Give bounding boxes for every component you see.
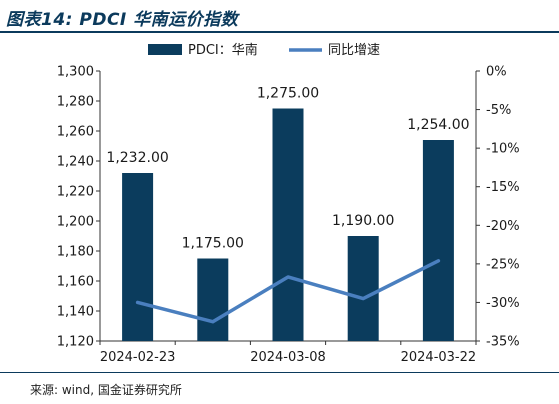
left-axis-tick-label: 1,140 [57,305,94,320]
bar-data-label: 1,190.00 [332,213,394,229]
source-note: 来源: wind, 国金证券研究所 [30,383,182,397]
bar-data-label: 1,175.00 [182,236,244,252]
right-axis-tick-label: -10% [486,142,520,157]
bar-data-label: 1,275.00 [257,86,319,102]
bar [422,140,454,341]
bar [272,108,304,341]
right-axis-tick-label: 0% [486,65,507,80]
right-axis-tick-label: -25% [486,257,520,272]
chart-title: 图表14: PDCI 华南运价指数 [6,10,239,30]
chart: 1,120 1,140 1,160 1,180 1,200 1,220 1,240 1,260… [57,42,520,365]
left-axis-tick-label: 1,200 [57,215,94,230]
bar [197,258,229,341]
right-axis-tick-label: -30% [486,296,520,311]
left-axis-tick-label: 1,280 [57,95,94,110]
left-axis-tick-label: 1,300 [57,65,94,80]
right-axis-tick-label: -20% [486,219,520,234]
left-axis-tick-label: 1,120 [57,335,94,350]
left-axis-tick-label: 1,180 [57,245,94,260]
right-axis-tick-label: -15% [486,180,520,195]
legend-line-label: 同比增速 [328,43,380,58]
bar-data-label: 1,232.00 [106,150,168,166]
x-axis-tick-label: 2024-03-08 [250,350,326,365]
right-axis-tick-label: -5% [486,103,511,118]
legend-bar-swatch [148,44,182,55]
bar [122,173,154,341]
right-axis-tick-label: -35% [486,335,520,350]
left-axis-tick-label: 1,260 [57,125,94,140]
source-divider [0,372,559,373]
title-divider [0,31,559,33]
x-axis-tick-label: 2024-02-23 [100,350,176,365]
bar-data-label: 1,254.00 [407,117,469,133]
bar [347,236,379,341]
left-axis-tick-label: 1,240 [57,155,94,170]
x-axis-tick-label: 2024-03-22 [401,350,477,365]
left-axis-tick-label: 1,160 [57,275,94,290]
left-axis-tick-label: 1,220 [57,185,94,200]
legend-bar-label: PDCI：华南 [188,42,258,58]
